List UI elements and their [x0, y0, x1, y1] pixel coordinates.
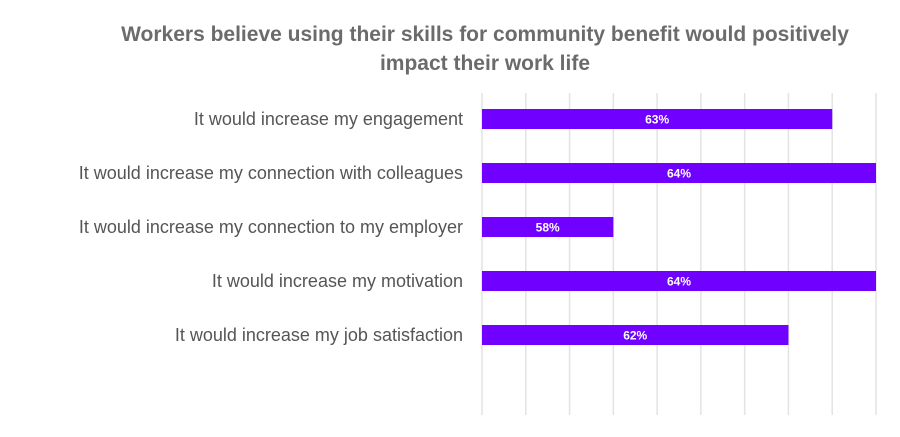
data-label: 64%: [667, 275, 691, 289]
chart-title: Workers believe using their skills for c…: [121, 23, 849, 75]
category-label: It would increase my motivation: [212, 271, 463, 291]
category-label: It would increase my job satisfaction: [175, 325, 463, 345]
bar: [482, 109, 833, 129]
category-label: It would increase my connection with col…: [79, 163, 463, 183]
category-label: It would increase my connection to my em…: [79, 217, 463, 237]
data-label: 62%: [623, 329, 647, 343]
data-label: 64%: [667, 167, 691, 181]
category-label: It would increase my engagement: [194, 109, 463, 129]
bar: [482, 325, 789, 345]
bar: [482, 271, 876, 291]
bar: [482, 163, 876, 183]
data-label: 58%: [536, 221, 560, 235]
data-label: 63%: [645, 113, 669, 127]
bar: [482, 217, 614, 237]
